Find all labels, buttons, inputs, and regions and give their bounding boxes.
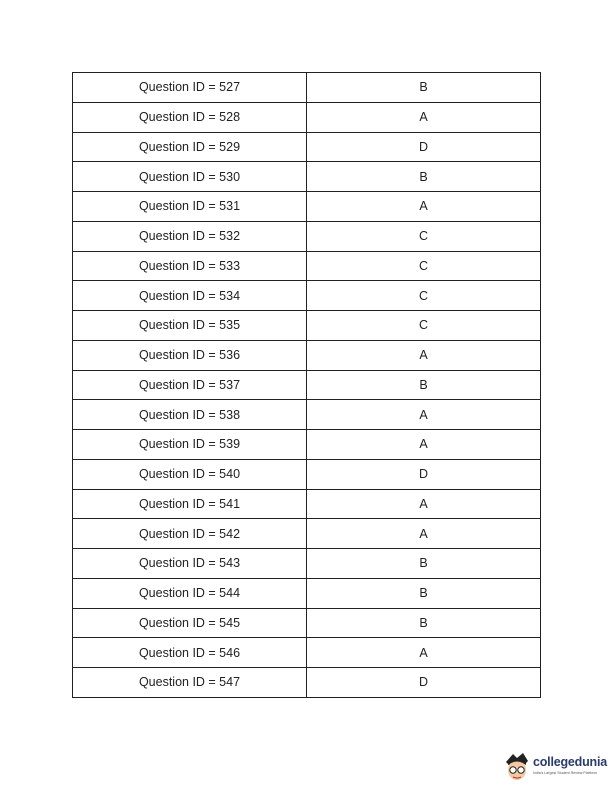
answer-cell: D bbox=[306, 131, 541, 163]
table-row: Question ID = 535 C bbox=[72, 310, 541, 341]
answer-key-table: Question ID = 527 B Question ID = 528 A Ques… bbox=[72, 72, 541, 698]
answer-cell: A bbox=[306, 429, 541, 460]
question-id-cell: Question ID = 527 bbox=[72, 72, 307, 103]
answer-cell: A bbox=[306, 637, 541, 668]
answer-cell: A bbox=[306, 101, 541, 133]
answer-cell: A bbox=[306, 488, 541, 520]
mascot-icon bbox=[506, 753, 528, 780]
table-row: Question ID = 544 B bbox=[72, 577, 541, 609]
answer-cell: B bbox=[306, 72, 541, 103]
answer-cell: D bbox=[306, 458, 541, 490]
table-row: Question ID = 540 D bbox=[72, 458, 541, 490]
question-id-cell: Question ID = 534 bbox=[72, 280, 307, 311]
table-row: Question ID = 538 A bbox=[72, 399, 541, 430]
table-row: Question ID = 546 A bbox=[72, 637, 541, 668]
answer-cell: A bbox=[306, 518, 541, 549]
question-id-cell: Question ID = 531 bbox=[72, 191, 307, 222]
table-row: Question ID = 543 B bbox=[72, 548, 541, 579]
question-id-cell: Question ID = 547 bbox=[72, 667, 307, 698]
question-id-cell: Question ID = 532 bbox=[72, 220, 307, 252]
question-id-cell: Question ID = 533 bbox=[72, 250, 307, 282]
answer-cell: A bbox=[306, 339, 541, 371]
question-id-cell: Question ID = 543 bbox=[72, 548, 307, 579]
table-row: Question ID = 536 A bbox=[72, 339, 541, 371]
table-row: Question ID = 545 B bbox=[72, 607, 541, 639]
question-id-cell: Question ID = 536 bbox=[72, 339, 307, 371]
question-id-cell: Question ID = 530 bbox=[72, 161, 307, 192]
logo-name: collegedunia bbox=[533, 755, 608, 769]
answer-cell: A bbox=[306, 399, 541, 430]
answer-cell: B bbox=[306, 548, 541, 579]
question-id-cell: Question ID = 537 bbox=[72, 369, 307, 401]
logo-tagline: India's Largest Student Review Platform bbox=[533, 771, 597, 775]
answer-cell: C bbox=[306, 280, 541, 311]
table-row: Question ID = 539 A bbox=[72, 429, 541, 460]
question-id-cell: Question ID = 528 bbox=[72, 101, 307, 133]
question-id-cell: Question ID = 544 bbox=[72, 577, 307, 609]
answer-cell: B bbox=[306, 161, 541, 192]
answer-cell: C bbox=[306, 220, 541, 252]
answer-cell: A bbox=[306, 191, 541, 222]
table-row: Question ID = 541 A bbox=[72, 488, 541, 520]
question-id-cell: Question ID = 545 bbox=[72, 607, 307, 639]
answer-cell: B bbox=[306, 577, 541, 609]
question-id-cell: Question ID = 541 bbox=[72, 488, 307, 520]
question-id-cell: Question ID = 539 bbox=[72, 429, 307, 460]
table-row: Question ID = 537 B bbox=[72, 369, 541, 401]
table-row: Question ID = 542 A bbox=[72, 518, 541, 549]
table-row: Question ID = 529 D bbox=[72, 131, 541, 163]
table-row: Question ID = 528 A bbox=[72, 101, 541, 133]
answer-cell: C bbox=[306, 250, 541, 282]
question-id-cell: Question ID = 529 bbox=[72, 131, 307, 163]
answer-cell: B bbox=[306, 607, 541, 639]
table-row: Question ID = 533 C bbox=[72, 250, 541, 282]
question-id-cell: Question ID = 535 bbox=[72, 310, 307, 341]
question-id-cell: Question ID = 542 bbox=[72, 518, 307, 549]
table-row: Question ID = 530 B bbox=[72, 161, 541, 192]
collegedunia-logo: collegedunia India's Largest Student Rev… bbox=[503, 752, 609, 782]
table-row: Question ID = 534 C bbox=[72, 280, 541, 311]
question-id-cell: Question ID = 546 bbox=[72, 637, 307, 668]
table-row: Question ID = 547 D bbox=[72, 667, 541, 698]
question-id-cell: Question ID = 540 bbox=[72, 458, 307, 490]
answer-cell: B bbox=[306, 369, 541, 401]
table-row: Question ID = 527 B bbox=[72, 72, 541, 103]
question-id-cell: Question ID = 538 bbox=[72, 399, 307, 430]
table-row: Question ID = 532 C bbox=[72, 220, 541, 252]
table-row: Question ID = 531 A bbox=[72, 191, 541, 222]
answer-cell: D bbox=[306, 667, 541, 698]
answer-cell: C bbox=[306, 310, 541, 341]
